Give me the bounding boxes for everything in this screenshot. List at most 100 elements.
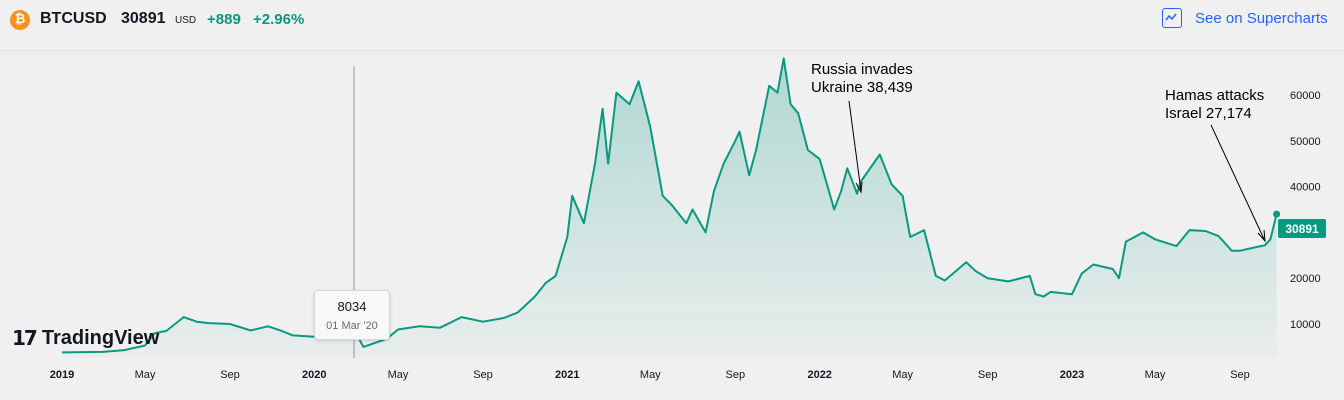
last-price: 30891 [121, 10, 166, 27]
data-point [819, 158, 821, 160]
data-point [909, 236, 911, 238]
y-axis-ticks: 100002000030000400005000060000 [1290, 90, 1321, 331]
data-point [583, 222, 585, 224]
data-point [846, 167, 848, 169]
data-point [987, 277, 989, 279]
last-price-dot [1273, 210, 1281, 218]
x-tick-label: 2021 [555, 369, 579, 381]
data-point [1260, 245, 1262, 247]
data-point [685, 222, 687, 224]
x-tick-label: May [135, 369, 156, 381]
data-point [671, 204, 673, 206]
data-point [1029, 275, 1031, 277]
data-point [738, 130, 740, 132]
data-point [267, 325, 269, 327]
last-price-badge-label: 30891 [1285, 222, 1319, 236]
data-point [1071, 293, 1073, 295]
symbol-name[interactable]: BTCUSD [40, 10, 107, 27]
data-point [1239, 250, 1241, 252]
data-point [734, 140, 736, 142]
crosshair-tooltip: 8034 01 Mar '20 [314, 290, 390, 340]
annotation-hamas-line2: Israel 27,174 [1165, 105, 1252, 122]
data-point [566, 236, 568, 238]
data-point [691, 208, 693, 210]
annotation-russia-line2: Ukraine 38,439 [811, 79, 913, 96]
data-point [1092, 263, 1094, 265]
data-point [61, 351, 63, 353]
x-tick-label: Sep [220, 369, 240, 381]
price-change-percent: +2.96% [253, 11, 305, 28]
data-point [704, 231, 706, 233]
data-point [1188, 229, 1190, 231]
data-point [1125, 240, 1127, 242]
data-point [165, 330, 167, 332]
tooltip-value: 8034 [337, 299, 367, 314]
data-point [594, 163, 596, 165]
data-point [789, 103, 791, 105]
data-point [807, 149, 809, 151]
symbol-header: ₿ BTCUSD 30891 USD +889 +2.96% See on Su… [0, 0, 1344, 51]
data-point [571, 195, 573, 197]
x-axis-ticks: 2019 May Sep 2020 May Sep 2021 May Sep 2022 May Sep… [50, 369, 1250, 381]
annotation-russia-line1: Russia invades [811, 61, 913, 78]
tradingview-logo[interactable]: 17 TradingView [12, 326, 159, 350]
data-point [1231, 250, 1233, 252]
tradingview-logo-icon: 17 [12, 326, 38, 350]
x-tick-label: Sep [726, 369, 746, 381]
data-point [292, 334, 294, 336]
data-point [1081, 272, 1083, 274]
data-point [460, 316, 462, 318]
data-point [102, 351, 104, 353]
tradingview-logo-text: TradingView [41, 326, 160, 349]
data-point [797, 112, 799, 114]
y-tick-label: 10000 [1290, 319, 1321, 331]
annotation-hamas-line1: Hamas attacks [1165, 87, 1265, 104]
data-point [503, 317, 505, 319]
data-point [196, 321, 198, 323]
data-point [944, 279, 946, 281]
x-tick-label: May [388, 369, 409, 381]
x-tick-label: May [640, 369, 661, 381]
see-on-supercharts-label: See on Supercharts [1195, 10, 1328, 27]
y-tick-label: 20000 [1290, 273, 1321, 285]
data-point [482, 321, 484, 323]
data-point [183, 316, 185, 318]
data-point [1142, 231, 1144, 233]
data-point [1175, 245, 1177, 247]
data-point [1264, 244, 1266, 246]
data-point [935, 275, 937, 277]
data-point [901, 195, 903, 197]
data-point [840, 190, 842, 192]
chart-line-icon [1162, 8, 1182, 28]
x-tick-label: Sep [473, 369, 493, 381]
data-point [1204, 230, 1206, 232]
data-point [1112, 268, 1114, 270]
x-tick-label: 2023 [1060, 369, 1084, 381]
data-point [1118, 277, 1120, 279]
data-point [207, 322, 209, 324]
data-point [601, 108, 603, 110]
annotation-arrow-russia [848, 100, 862, 192]
last-price-badge [1278, 219, 1326, 238]
data-point [748, 174, 750, 176]
y-tick-label: 40000 [1290, 182, 1321, 194]
data-point [1154, 238, 1156, 240]
data-point [554, 275, 556, 277]
data-point [615, 92, 617, 94]
data-point [229, 323, 231, 325]
data-point [890, 183, 892, 185]
data-point [281, 330, 283, 332]
data-point [1007, 280, 1009, 282]
area-fill [62, 58, 1277, 359]
y-tick-label: 60000 [1290, 90, 1321, 102]
data-point [397, 328, 399, 330]
currency-label: USD [175, 15, 197, 26]
price-change: +889 [207, 11, 241, 28]
data-point [776, 92, 778, 94]
data-point [1049, 291, 1051, 293]
x-tick-label: Sep [1230, 369, 1250, 381]
data-point [534, 295, 536, 297]
x-tick-label: 2019 [50, 369, 74, 381]
data-point [545, 282, 547, 284]
